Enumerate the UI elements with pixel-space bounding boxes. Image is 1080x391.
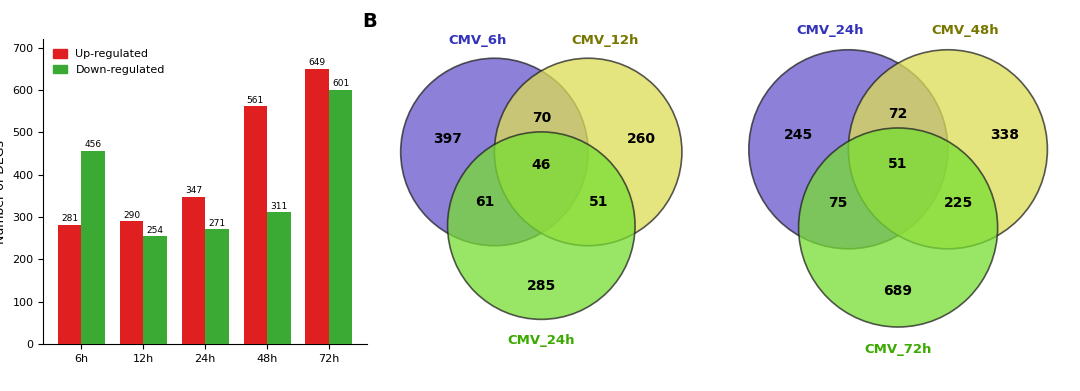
Text: 281: 281 [62,214,78,223]
Text: 311: 311 [270,202,287,211]
Bar [81,151,105,344]
Text: 689: 689 [883,285,913,298]
Text: 51: 51 [589,195,608,209]
Circle shape [447,132,635,319]
Legend: Up-regulated, Down-regulated: Up-regulated, Down-regulated [49,45,170,79]
Bar [306,69,329,344]
Text: 51: 51 [889,156,908,170]
Text: 271: 271 [208,219,226,228]
Text: 260: 260 [627,132,657,145]
Text: 61: 61 [475,195,494,209]
Text: 397: 397 [433,132,462,145]
Text: CMV_24h: CMV_24h [797,24,864,37]
Text: CMV_48h: CMV_48h [932,24,999,37]
Bar [120,221,144,344]
Y-axis label: Number of DEGs: Number of DEGs [0,140,6,244]
Text: 72: 72 [889,107,908,121]
Text: 601: 601 [332,79,349,88]
Text: 561: 561 [246,96,264,105]
Bar [181,197,205,344]
Circle shape [748,50,948,249]
Text: 75: 75 [828,196,848,210]
Bar [329,90,352,344]
Text: CMV_12h: CMV_12h [571,34,638,47]
Text: 290: 290 [123,210,140,219]
Text: 649: 649 [309,59,326,68]
Text: CMV_24h: CMV_24h [508,334,575,348]
Text: B: B [362,12,377,31]
Text: 46: 46 [531,158,551,172]
Bar [205,229,229,344]
Text: CMV_72h: CMV_72h [864,343,932,356]
Text: 456: 456 [84,140,102,149]
Text: 225: 225 [944,196,973,210]
Bar [144,237,166,344]
Text: 245: 245 [784,128,813,142]
Circle shape [849,50,1048,249]
Circle shape [798,128,998,327]
Text: 70: 70 [531,111,551,126]
Text: CMV_6h: CMV_6h [448,34,507,47]
Circle shape [495,58,681,246]
Circle shape [401,58,589,246]
Text: 254: 254 [147,226,163,235]
Bar [244,106,267,344]
Text: 347: 347 [185,187,202,196]
Bar [58,225,81,344]
Bar [267,212,291,344]
Text: 285: 285 [527,279,556,293]
Text: 338: 338 [990,128,1020,142]
